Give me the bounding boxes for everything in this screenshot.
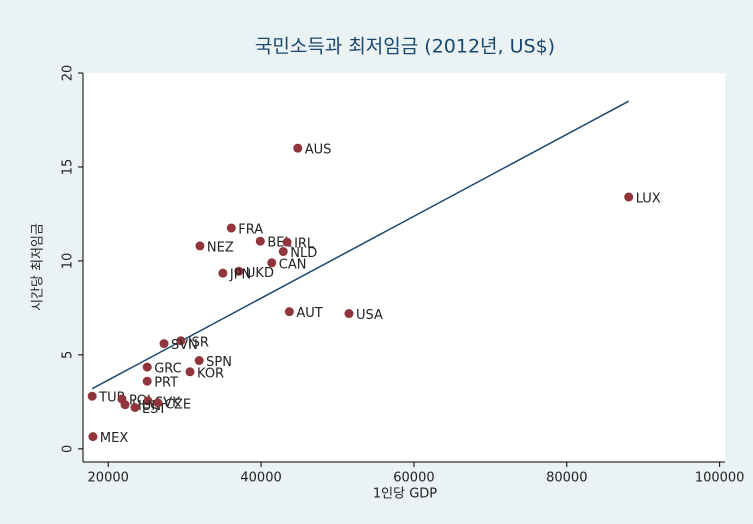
point-label: FRA: [238, 223, 263, 238]
point-label: GRC: [154, 362, 182, 377]
y-tick-label: 10: [61, 253, 76, 270]
y-tick-label: 20: [61, 65, 76, 82]
point: [267, 258, 277, 268]
point-label: SVN: [171, 338, 198, 353]
point: [143, 396, 153, 406]
x-tick-label: 20000: [88, 471, 129, 486]
point-label: MEX: [100, 431, 128, 446]
point: [293, 143, 303, 153]
point: [130, 403, 140, 413]
x-axis-label: 1인당 GDP: [373, 487, 437, 502]
point-label: AUT: [296, 306, 322, 321]
point-label: UKD: [246, 266, 274, 281]
point: [185, 367, 195, 377]
point: [153, 398, 163, 408]
point-label: SPN: [206, 355, 232, 370]
point: [120, 400, 130, 410]
point: [624, 192, 634, 202]
point: [142, 376, 152, 386]
point-label: PRT: [154, 376, 178, 391]
plot-area: [83, 73, 725, 462]
x-tick-label: 40000: [240, 471, 281, 486]
x-tick-label: 100000: [695, 471, 745, 486]
point: [176, 336, 186, 346]
point-label: ISR: [188, 335, 209, 350]
point: [284, 307, 294, 317]
point: [282, 237, 292, 247]
point: [278, 247, 288, 257]
point: [88, 432, 98, 442]
x-tick-label: 80000: [546, 471, 587, 486]
point-label: IRL: [294, 237, 315, 252]
y-tick-label: 5: [61, 351, 76, 359]
point-label: KOR: [197, 366, 224, 381]
point: [344, 309, 354, 319]
point: [255, 236, 265, 246]
point-label: CZE: [165, 397, 191, 412]
x-tick-label: 60000: [393, 471, 434, 486]
y-axis-label: 시간당 최저임금: [31, 223, 46, 311]
point: [87, 391, 97, 401]
point-label: NLD: [290, 246, 317, 261]
point-label: CAN: [279, 257, 307, 272]
point-label: NEZ: [207, 240, 234, 255]
point: [194, 356, 204, 366]
y-tick-label: 15: [61, 159, 76, 176]
point: [226, 223, 236, 233]
point-label: LUX: [636, 192, 661, 207]
point: [142, 362, 152, 372]
point: [218, 268, 228, 278]
point-label: SVK: [155, 395, 181, 410]
y-tick-label: 0: [61, 445, 76, 453]
point: [195, 241, 205, 251]
point: [159, 339, 169, 349]
point-label: USA: [356, 308, 383, 323]
point-label: JPN: [229, 268, 251, 283]
point: [234, 266, 244, 276]
point-label: AUS: [305, 143, 332, 158]
chart-title: 국민소득과 최저임금 (2012년, US$): [255, 36, 555, 58]
